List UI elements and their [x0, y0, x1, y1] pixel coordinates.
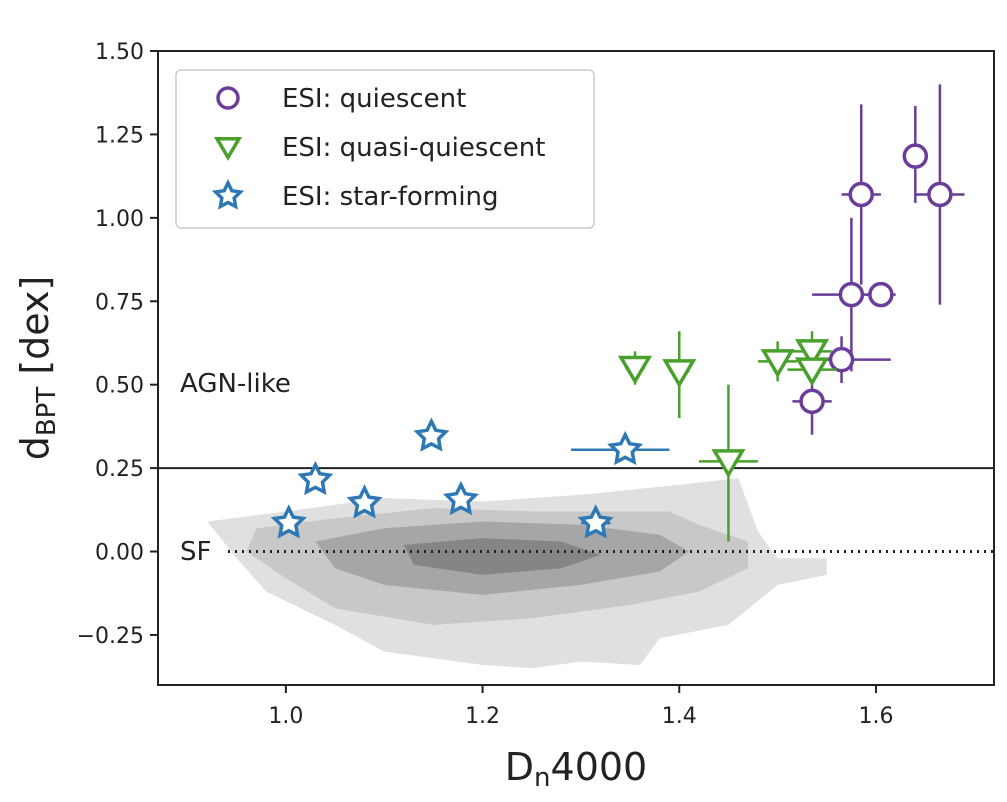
- circle-marker: [848, 181, 874, 208]
- star-marker: [297, 460, 334, 496]
- y-axis-ticks: 1.50 1.25 1.00 0.75 0.50 0.25 0.00 −0.25: [77, 40, 158, 649]
- triangle-marker: [711, 449, 746, 479]
- circle-marker: [902, 143, 929, 169]
- star-marker: [211, 179, 245, 210]
- triangle-marker: [760, 349, 795, 379]
- reference-lines: [158, 467, 994, 554]
- legend-box: [175, 69, 595, 229]
- x-axis-ticks: 1.0 1.2 1.4 1.6: [268, 685, 893, 729]
- series-1: [792, 84, 965, 435]
- x-tick-label: 1.2: [465, 704, 500, 729]
- x-tick-label: 1.4: [662, 704, 697, 729]
- circle-marker: [828, 346, 855, 373]
- y-tick-label: −0.25: [77, 624, 144, 649]
- y-tick-label: 0.00: [95, 541, 144, 566]
- star-marker: [607, 430, 644, 466]
- data-series: [270, 84, 965, 542]
- triangle-marker: [662, 359, 697, 389]
- legend: ESI: quiescent ESI: quasi-quiescent ESI: s…: [175, 69, 595, 229]
- star-marker: [577, 504, 614, 539]
- y-tick-label: 0.75: [95, 290, 144, 315]
- star-marker: [346, 484, 383, 519]
- star-marker: [413, 417, 450, 452]
- x-tick-label: 1.0: [268, 704, 303, 729]
- circle-marker: [838, 281, 865, 308]
- series-2: [617, 331, 837, 542]
- y-axis-title: dBPT [dex]: [13, 276, 62, 461]
- triangle-marker: [794, 339, 830, 369]
- legend-label: ESI: quasi-quiescent: [282, 133, 545, 163]
- plot-frame: [157, 50, 995, 686]
- density-contours: [207, 478, 827, 669]
- star-marker: [442, 480, 479, 516]
- y-tick-label: 0.50: [95, 374, 144, 399]
- legend-label: ESI: star-forming: [282, 182, 499, 212]
- sf-label: SF: [180, 537, 211, 567]
- agn-like-label: AGN-like: [180, 369, 291, 399]
- circle-marker: [868, 281, 894, 308]
- circle-marker: [927, 181, 953, 208]
- x-tick-label: 1.6: [858, 704, 893, 729]
- y-tick-label: 1.25: [95, 123, 144, 148]
- circle-marker: [799, 388, 825, 415]
- star-marker: [270, 504, 307, 539]
- y-tick-label: 1.50: [95, 40, 144, 65]
- triangle-marker: [617, 355, 653, 385]
- triangle-marker: [213, 137, 243, 161]
- triangle-marker: [794, 357, 830, 387]
- density-level-4: [403, 538, 601, 575]
- series-3: [270, 417, 670, 539]
- x-axis-title: Dn4000: [505, 745, 647, 793]
- legend-label: ESI: quiescent: [282, 84, 466, 114]
- y-tick-label: 0.25: [95, 457, 144, 482]
- y-tick-label: 1.00: [95, 207, 144, 232]
- circle-marker: [216, 86, 240, 110]
